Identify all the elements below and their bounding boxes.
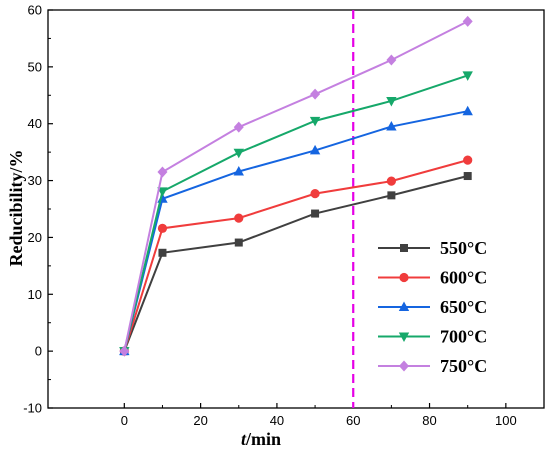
legend-entry: 550°C	[378, 238, 487, 258]
x-tick-label: 60	[346, 413, 360, 428]
data-point	[387, 191, 396, 200]
series-layer	[119, 15, 473, 357]
y-axis-label: Reducibility/%	[6, 149, 26, 266]
data-point	[399, 360, 409, 372]
x-axis-label: t/min	[241, 429, 281, 449]
x-tick-label: 100	[495, 413, 517, 428]
data-point	[119, 345, 130, 357]
data-point	[310, 88, 321, 100]
y-tick-label: 50	[28, 59, 42, 74]
legend-label: 750°C	[440, 356, 487, 376]
data-point	[234, 213, 244, 223]
series-line	[123, 110, 468, 352]
data-point	[462, 105, 473, 116]
legend-label: 550°C	[440, 238, 487, 258]
series-4	[119, 15, 473, 357]
data-point	[386, 54, 397, 66]
data-point	[398, 301, 410, 311]
data-point	[158, 248, 167, 257]
data-point	[386, 121, 397, 131]
series-line	[123, 159, 468, 352]
legend: 550°C 600°C 650°C 700°C 750°C	[378, 238, 487, 376]
data-point	[234, 238, 243, 247]
data-point	[399, 272, 409, 283]
series-line	[123, 20, 469, 352]
series-line	[123, 175, 468, 352]
data-point	[462, 15, 473, 27]
data-point	[386, 176, 396, 186]
data-point	[157, 166, 168, 178]
data-point	[400, 244, 408, 252]
legend-entry: 700°C	[378, 327, 487, 347]
data-point	[233, 121, 244, 133]
data-point	[310, 189, 320, 199]
legend-label: 700°C	[440, 327, 487, 347]
data-point	[157, 223, 168, 233]
data-point	[309, 116, 321, 127]
legend-entry: 600°C	[378, 268, 487, 288]
data-point	[309, 144, 321, 155]
x-tick-label: 20	[193, 413, 207, 428]
y-tick-label: 60	[28, 3, 42, 18]
x-tick-label: 80	[422, 413, 436, 428]
data-point	[398, 332, 410, 342]
data-point	[386, 96, 397, 107]
data-point	[462, 71, 473, 81]
data-point	[233, 165, 244, 176]
x-axis-label-variable: t	[241, 429, 247, 449]
data-point	[233, 148, 244, 159]
x-tick-label: 0	[121, 413, 128, 428]
data-point	[463, 172, 472, 181]
series-3	[119, 71, 473, 357]
y-tick-label: 0	[35, 344, 42, 359]
data-point	[463, 155, 473, 165]
data-point	[157, 187, 168, 197]
legend-label: 600°C	[440, 268, 487, 288]
y-tick-label: -10	[23, 401, 42, 416]
y-tick-label: 30	[28, 173, 42, 188]
series-1	[119, 155, 473, 356]
legend-entry: 650°C	[378, 297, 487, 317]
series-2	[119, 105, 473, 356]
legend-label: 650°C	[440, 297, 487, 317]
x-axis-label-unit: /min	[245, 429, 281, 449]
y-tick-label: 20	[28, 230, 42, 245]
y-tick-label: 10	[28, 287, 42, 302]
series-line	[123, 74, 469, 352]
axes-layer: 0 20 40 60 80 100 -10 0 10 20 30 40 50 60	[23, 3, 545, 428]
legend-entry: 750°C	[378, 356, 487, 376]
data-point	[311, 209, 320, 218]
y-tick-label: 40	[28, 116, 42, 131]
x-tick-label: 40	[270, 413, 284, 428]
